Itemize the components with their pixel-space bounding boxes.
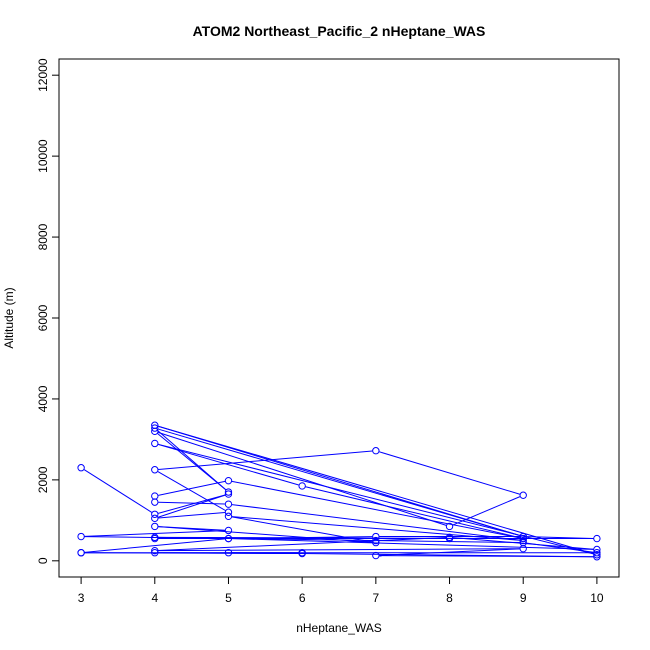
- series-line-segment: [158, 548, 520, 552]
- series-line-segment: [158, 494, 226, 514]
- series-line-segment: [84, 530, 225, 537]
- x-tick-label: 8: [446, 591, 453, 605]
- data-point: [77, 464, 85, 472]
- series-line-segment: [158, 443, 594, 555]
- data-point: [593, 534, 601, 543]
- series-line-segment: [158, 425, 594, 555]
- data-point: [151, 514, 159, 523]
- y-axis: 0 2000 4000 6000 8000 10000 12000: [36, 58, 60, 564]
- data-point: [224, 526, 233, 535]
- data-point: [151, 522, 159, 531]
- y-tick-label: 0: [36, 557, 50, 564]
- data-point: [151, 424, 159, 432]
- data-point: [151, 549, 159, 557]
- x-tick-label: 10: [590, 591, 604, 605]
- data-point: [298, 482, 306, 490]
- series-line-segment: [305, 486, 520, 539]
- data-point: [224, 508, 233, 516]
- series-line-segment: [157, 425, 521, 536]
- series-line-segment: [158, 512, 226, 519]
- series-line-segment: [158, 536, 373, 542]
- data-point: [151, 510, 159, 518]
- chart-title: ATOM2 Northeast_Pacific_2 nHeptane_WAS: [193, 23, 486, 39]
- series: [77, 421, 601, 561]
- series-line-segment: [158, 526, 226, 531]
- x-tick-label: 3: [78, 591, 85, 605]
- x-tick-label: 5: [225, 591, 232, 605]
- data-point: [372, 551, 380, 560]
- data-point: [224, 534, 233, 543]
- data-point: [151, 439, 159, 448]
- series-line-segment: [158, 480, 226, 496]
- series-line-segment: [379, 555, 594, 558]
- data-point: [519, 536, 527, 545]
- y-tick-label: 10000: [36, 139, 50, 173]
- series-line-segment: [158, 501, 225, 505]
- data-point: [372, 532, 380, 541]
- x-axis: 3 4 5 6 7 8 9 10: [78, 576, 604, 605]
- data-point: [151, 546, 159, 555]
- data-point: [445, 522, 454, 531]
- data-point: [519, 491, 527, 499]
- x-tick-label: 7: [372, 591, 379, 605]
- series-line-segment: [157, 431, 447, 526]
- data-point: [224, 476, 233, 485]
- data-point: [224, 549, 233, 557]
- data-point: [77, 549, 85, 557]
- series-line-segment: [158, 443, 299, 486]
- data-point: [224, 490, 233, 498]
- data-point: [519, 534, 527, 543]
- data-point: [224, 512, 233, 520]
- data-point: [372, 447, 380, 455]
- y-tick-label: 2000: [36, 466, 50, 493]
- series-line-segment: [157, 429, 227, 491]
- data-point: [593, 551, 601, 559]
- series-line-segment: [83, 469, 153, 513]
- series-line-segment: [452, 496, 521, 526]
- data-point: [151, 533, 159, 542]
- y-tick-label: 6000: [36, 304, 50, 331]
- data-point: [593, 553, 601, 561]
- data-point: [77, 532, 85, 541]
- data-point: [372, 536, 380, 545]
- series-line-segment: [231, 538, 594, 550]
- y-tick-label: 8000: [36, 223, 50, 250]
- plot-frame: [58, 58, 620, 578]
- data-point: [593, 549, 601, 557]
- data-point: [445, 533, 454, 542]
- series-line-segment: [158, 536, 447, 552]
- data-point: [519, 544, 527, 553]
- x-tick-label: 9: [520, 591, 527, 605]
- series-line-segment: [84, 538, 226, 553]
- data-point: [151, 421, 159, 429]
- y-axis-label: Altitude (m): [2, 287, 16, 348]
- data-point: [593, 545, 601, 554]
- x-axis-label: nHeptane_WAS: [296, 621, 382, 635]
- x-tick-label: 4: [151, 591, 158, 605]
- series-line-segment: [379, 451, 521, 495]
- series-line-segment: [379, 548, 520, 556]
- data-point: [298, 549, 306, 557]
- series-line-segment: [231, 480, 520, 539]
- series-line-segment: [231, 504, 520, 541]
- y-tick-label: 12000: [36, 58, 50, 92]
- data-point: [224, 488, 233, 496]
- data-point: [224, 500, 233, 508]
- data-point: [151, 498, 159, 506]
- data-point: [151, 492, 159, 500]
- data-point: [151, 466, 159, 474]
- y-tick-label: 4000: [36, 385, 50, 412]
- x-tick-label: 6: [299, 591, 306, 605]
- series-line-segment: [157, 494, 226, 518]
